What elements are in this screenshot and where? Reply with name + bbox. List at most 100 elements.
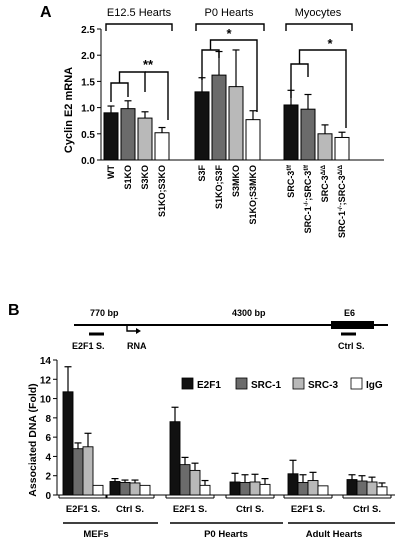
map-rna-label: RNA [127,341,147,351]
legend-label-src1: SRC-1 [251,380,281,391]
group-bracket-1 [105,23,173,31]
bar-src-1-3 [179,464,191,496]
bar-igg-6 [376,486,388,496]
category-label-3: S3KO [140,165,150,190]
legend-label-igg: IgG [366,380,383,391]
group-label-p0: P0 Hearts [205,7,254,19]
bar-src-3-5 [307,480,319,496]
bar-src-3-6 [366,481,378,496]
sig-bracket-e12-right [145,71,169,120]
bar-src-1-4 [239,482,251,496]
panel-a-tick-label: 1.0 [81,104,95,115]
panel-b-tick-label: 8 [45,414,51,425]
panel-a-label: A [40,4,52,21]
exon-e6-box [331,321,374,329]
tissue-label-adult: Adult Hearts [306,529,362,540]
map-dist-4300: 4300 bp [232,308,266,318]
category-label-8: S1KO;S3MKO [248,165,258,225]
bar-src-1-2 [119,482,131,496]
map-site1-label: E2F1 S. [72,341,105,351]
category-label-7: S3MKO [231,165,241,197]
sig-bracket-e12-inner [110,82,129,102]
tss-arrow-head [136,328,141,334]
category-label-1: WT [106,165,116,179]
bar-igg-1 [92,484,104,496]
group-bracket-2 [195,23,265,31]
bar-src-3-2 [129,482,141,496]
bar-e2f1-2 [109,481,121,496]
category-label-5: S3F [197,165,207,182]
tissue-label-mefs: MEFs [83,529,108,540]
site-label-2: Ctrl S. [116,504,144,515]
panel-b-tick-label: 12 [40,375,52,386]
legend: E2F1 SRC-1 SRC-3 IgG [181,377,383,391]
legend-swatch-src3 [292,377,305,390]
legend-swatch-src1 [235,377,248,390]
panel-b-tick-label: 14 [40,356,52,367]
category-label-12: SRC-1-/-;SRC-3Δ/Δ [337,164,347,238]
sig-mark-p0: * [226,26,232,41]
group-label-e12: E12.5 Hearts [107,7,172,19]
bar-4 [154,132,170,161]
legend-label-e2f1: E2F1 [197,380,221,391]
bar-igg-3 [199,484,211,496]
panel-a-tick-label: 0.5 [81,130,95,141]
panel-b-tick-label: 10 [40,395,52,406]
bar-6 [211,74,227,161]
map-exon-label: E6 [344,308,355,318]
bar-igg-2 [139,484,151,496]
category-label-9: SRC-3f/f [286,164,296,198]
bar-e2f1-4 [229,481,241,496]
sig-bracket-myo-inner [290,63,309,98]
map-dist-770: 770 bp [90,308,119,318]
sig-mark-e12: ** [143,57,154,72]
legend-swatch-e2f1 [181,377,194,390]
bar-e2f1-3 [169,421,181,496]
bar-src-1-6 [356,480,368,496]
bar-src-3-1 [82,446,94,496]
tss-arrow-icon [126,325,136,332]
panel-b-tick-label: 0 [45,491,51,502]
bar-5 [194,91,210,161]
legend-swatch-igg [350,377,363,390]
category-label-11: SRC-3Δ/Δ [320,164,330,202]
panel-a-ylabel: Cyclin E2 mRNA [63,67,75,153]
site-label-3: E2F1 S. [173,504,207,515]
panel-a-tick-label: 1.5 [81,77,95,88]
panel-b-tick-label: 4 [45,452,51,463]
bar-9 [283,104,299,161]
bar-8 [245,119,261,161]
category-label-2: S1KO [123,165,133,190]
panel-b-label: B [8,302,20,319]
bar-2 [120,108,136,161]
bar-igg-4 [259,483,271,496]
category-label-10: SRC-1-/-;SRC-3f/f [303,164,313,233]
panel-a-tick-label: 2.5 [81,25,95,36]
bar-src-3-4 [249,481,261,496]
group-label-myocytes: Myocytes [295,7,342,19]
site-label-6: Ctrl S. [353,504,381,515]
bar-12 [334,136,350,161]
bar-e2f1-1 [62,391,74,496]
gene-map: 770 bp 4300 bp E6 E2F1 S. RNA Ctrl S. [72,308,388,351]
bar-1 [103,112,119,161]
bar-src-3-3 [189,469,201,496]
site-label-4: Ctrl S. [236,504,264,515]
bar-src-1-5 [297,482,309,496]
category-label-4: S1KO;S3KO [157,165,167,217]
bar-10 [300,108,316,161]
bar-7 [228,86,244,161]
sig-bracket-e12-left [118,71,146,92]
panel-b-tick-label: 2 [45,472,51,483]
sig-mark-myo: * [327,36,333,51]
bar-3 [137,117,153,161]
tissue-label-p0: P0 Hearts [204,529,248,540]
panel-a-tick-label: 2.0 [81,51,95,62]
group-bracket-3 [285,23,353,31]
bar-igg-5 [317,485,329,496]
site-label-5: E2F1 S. [291,504,325,515]
category-label-6: S1KO;S3F [214,165,224,210]
site-label-1: E2F1 S. [66,504,100,515]
bar-e2f1-5 [287,473,299,496]
